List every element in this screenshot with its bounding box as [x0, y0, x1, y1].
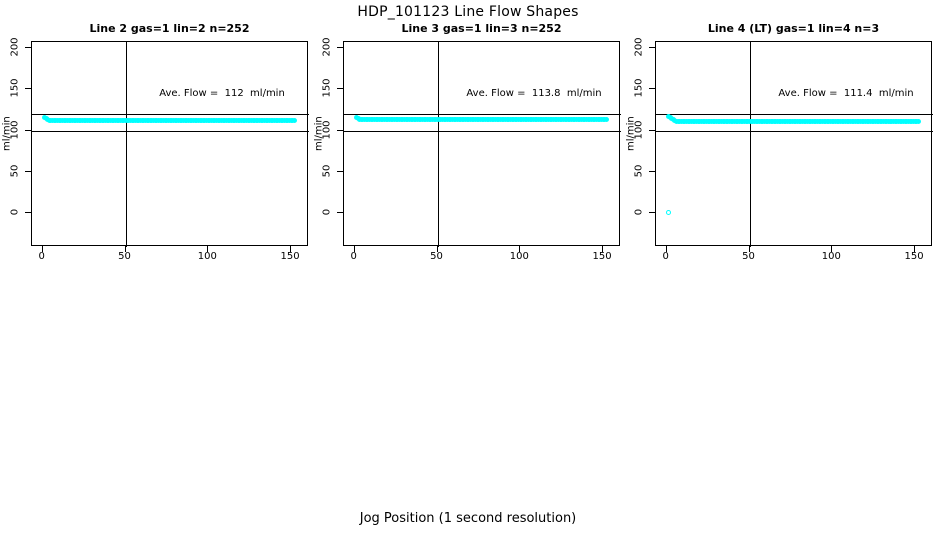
y-tick-label: 200	[633, 37, 645, 57]
y-tick-mark	[25, 129, 31, 131]
y-tick-label: 150	[9, 78, 21, 98]
jog-position-ref-line	[437, 42, 439, 247]
y-tick-label: 200	[321, 37, 333, 57]
y-tick-label: 100	[9, 119, 21, 140]
x-tick-label: 0	[350, 251, 357, 262]
panel-1-plot-area: Ave. Flow = 112 ml/min	[31, 41, 309, 247]
x-tick-mark	[290, 246, 292, 252]
y-tick-mark	[649, 88, 655, 90]
y-tick-mark	[649, 170, 655, 172]
y-tick-label: 0	[633, 208, 645, 216]
y-tick-mark	[25, 88, 31, 90]
flow-data-point	[915, 118, 921, 124]
flow-data-point	[291, 118, 297, 124]
y-tick-mark	[25, 170, 31, 172]
x-tick-label: 100	[197, 251, 217, 262]
y-tick-mark	[337, 88, 343, 90]
panel-2-title: Line 3 gas=1 lin=3 n=252	[401, 22, 562, 35]
x-tick-label: 50	[118, 251, 131, 262]
flow-data-point	[603, 116, 609, 122]
y-tick-label: 50	[9, 164, 21, 178]
y-tick-label: 100	[321, 119, 333, 140]
flow-limit-line	[344, 130, 621, 132]
x-tick-label: 0	[662, 251, 669, 262]
y-tick-mark	[337, 47, 343, 48]
flow-limit-line	[656, 130, 933, 132]
flow-limit-line	[344, 114, 621, 115]
x-tick-mark	[207, 246, 209, 252]
panel-2-ave-flow-annotation: Ave. Flow = 113.8 ml/min	[466, 88, 602, 99]
main-title: HDP_101123 Line Flow Shapes	[357, 4, 579, 20]
y-tick-mark	[649, 129, 655, 131]
x-tick-mark	[124, 246, 126, 252]
x-tick-label: 0	[38, 251, 45, 262]
x-tick-label: 100	[509, 251, 529, 262]
panel-1-ave-flow-annotation: Ave. Flow = 112 ml/min	[159, 88, 285, 99]
panel-2-plot-area: Ave. Flow = 113.8 ml/min	[343, 41, 621, 247]
panel-2: Line 3 gas=1 lin=3 n=252 ml/min Ave. Flo…	[312, 0, 624, 280]
x-tick-label: 150	[280, 251, 300, 262]
x-tick-label: 50	[742, 251, 755, 262]
y-tick-label: 0	[321, 208, 333, 216]
x-tick-mark	[519, 246, 521, 252]
y-tick-mark	[25, 212, 31, 213]
x-tick-mark	[914, 246, 916, 252]
x-tick-mark	[436, 246, 438, 252]
panel-1: Line 2 gas=1 lin=2 n=252 ml/min Ave. Flo…	[0, 0, 312, 280]
y-tick-label: 100	[633, 119, 645, 140]
x-tick-mark	[748, 246, 750, 252]
x-tick-mark	[353, 246, 355, 252]
y-tick-label: 50	[321, 164, 333, 178]
x-tick-label: 150	[904, 251, 924, 262]
flow-data-point	[666, 210, 672, 216]
y-tick-mark	[337, 170, 343, 172]
jog-position-ref-line	[749, 42, 751, 247]
x-axis-title: Jog Position (1 second resolution)	[359, 511, 577, 526]
y-tick-mark	[25, 47, 31, 48]
x-tick-mark	[665, 246, 667, 252]
x-tick-label: 150	[592, 251, 612, 262]
y-tick-mark	[337, 212, 343, 213]
y-tick-label: 150	[633, 78, 645, 98]
x-tick-label: 50	[430, 251, 443, 262]
y-tick-mark	[649, 47, 655, 48]
y-tick-label: 50	[633, 164, 645, 178]
panel-3: Line 4 (LT) gas=1 lin=4 n=3 ml/min Ave. …	[624, 0, 936, 280]
panel-3-title: Line 4 (LT) gas=1 lin=4 n=3	[707, 22, 880, 35]
flow-limit-line	[32, 130, 309, 132]
y-tick-mark	[337, 129, 343, 131]
y-tick-mark	[649, 212, 655, 213]
flow-limit-line	[32, 114, 309, 115]
x-tick-mark	[831, 246, 833, 252]
x-tick-label: 100	[821, 251, 841, 262]
panel-3-ave-flow-annotation: Ave. Flow = 111.4 ml/min	[778, 88, 914, 99]
flow-limit-line	[656, 114, 933, 115]
x-tick-mark	[602, 246, 604, 252]
jog-position-ref-line	[125, 42, 127, 247]
y-tick-label: 200	[9, 37, 21, 57]
y-tick-label: 150	[321, 78, 333, 98]
panel-3-plot-area: Ave. Flow = 111.4 ml/min	[655, 41, 933, 247]
x-tick-mark	[41, 246, 43, 252]
panel-1-title: Line 2 gas=1 lin=2 n=252	[89, 22, 250, 35]
y-tick-label: 0	[9, 208, 21, 216]
